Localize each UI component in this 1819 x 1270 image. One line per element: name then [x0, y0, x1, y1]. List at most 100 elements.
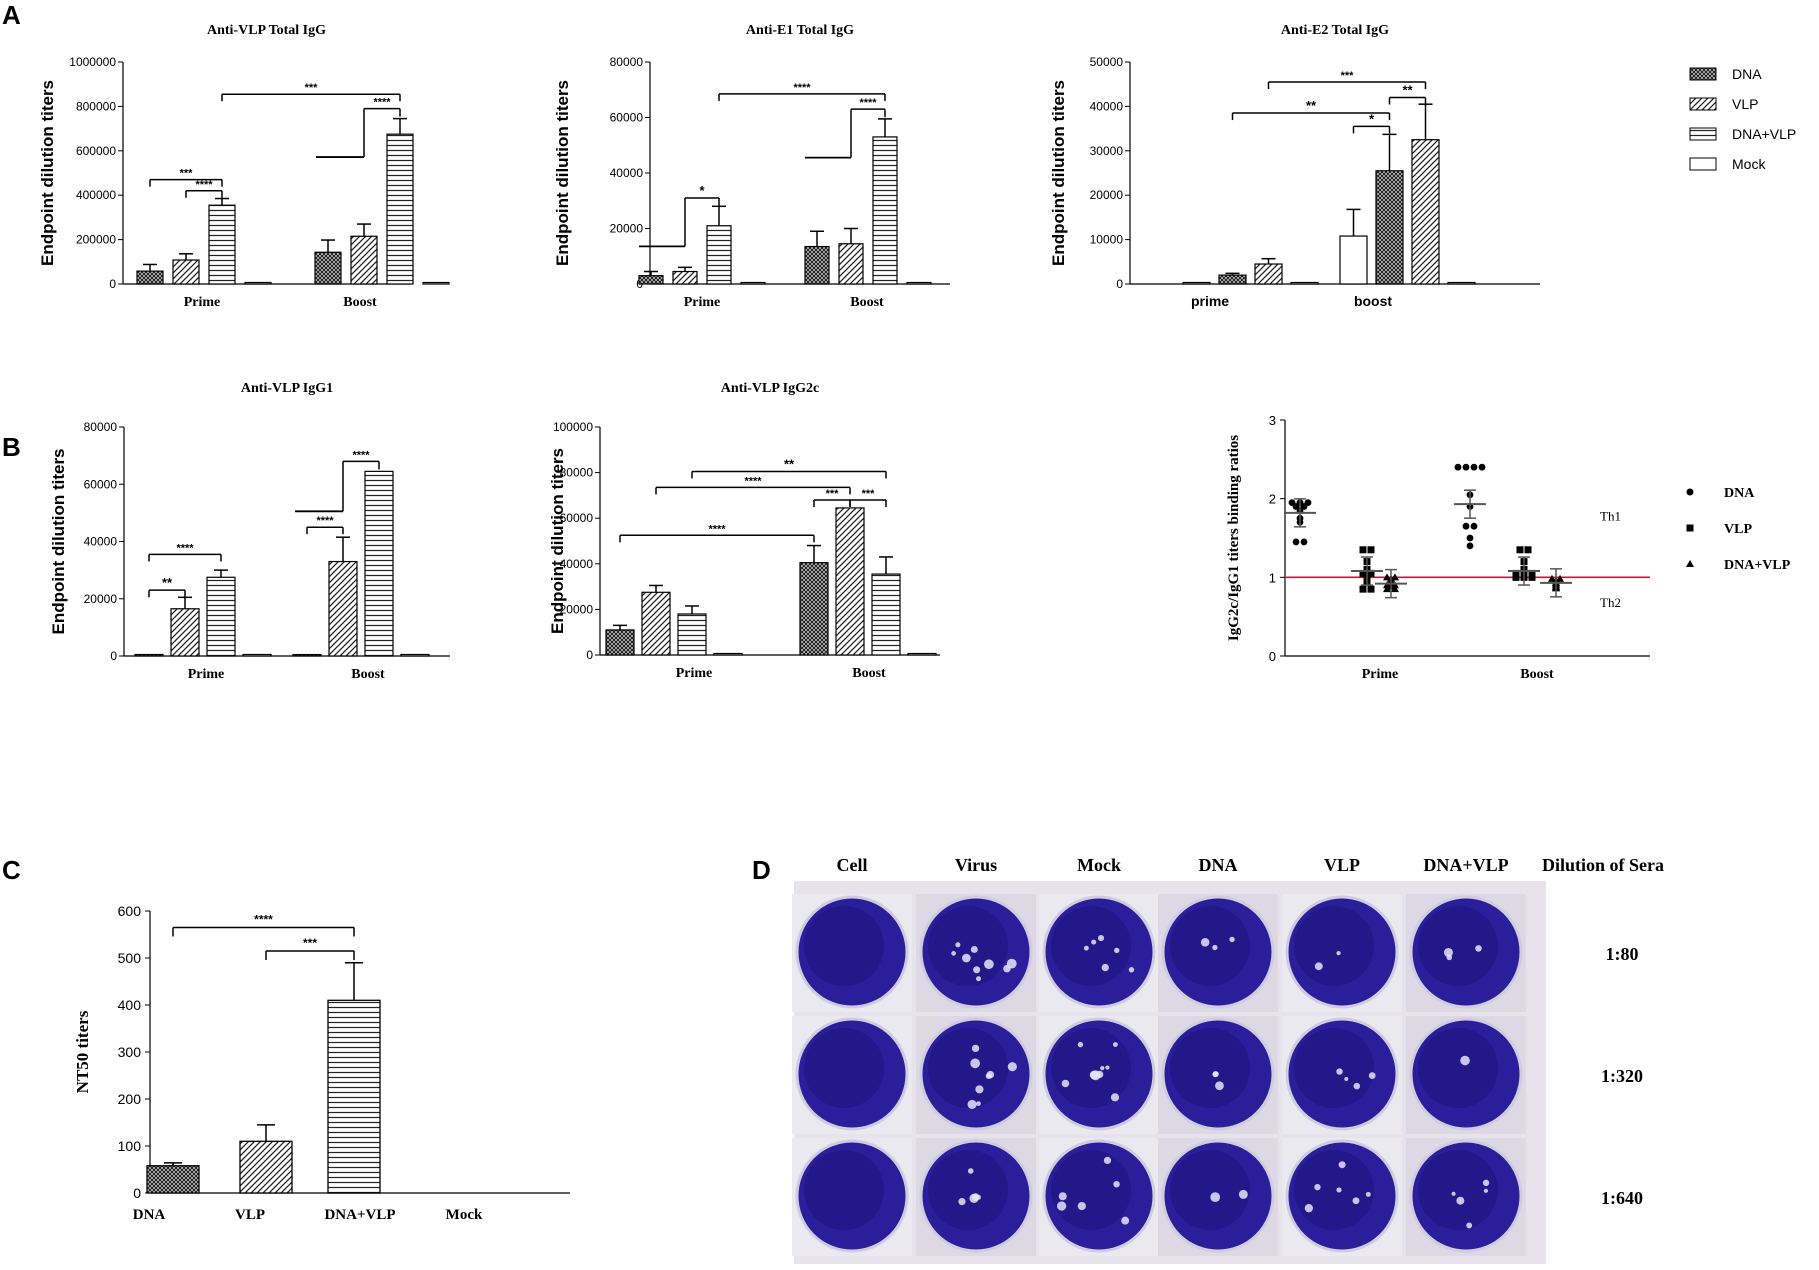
legend-swatch-mock: [1689, 157, 1717, 171]
plaque: [967, 1168, 974, 1174]
x-category-label: Prime: [676, 666, 713, 681]
bar-mock: [1339, 235, 1368, 285]
point-vlp: [1367, 569, 1375, 577]
y-tick-label: 600: [118, 903, 142, 919]
point-dna: [1454, 463, 1462, 471]
x-category-label: DNA: [133, 1207, 166, 1223]
bar-mock: [907, 652, 937, 656]
plaque: [970, 1058, 981, 1069]
bar-dna: [134, 653, 164, 657]
y-tick-label: 100: [118, 1138, 142, 1154]
significance-label: ***: [826, 488, 840, 500]
x-category-label: Prime: [1362, 667, 1399, 682]
plaque: [1061, 1079, 1070, 1088]
x-category-label: Prime: [684, 295, 721, 310]
plaque: [1091, 939, 1097, 945]
y-axis-label: NT50 titers: [73, 1010, 92, 1093]
chart-nt50-titers: NT50 titers 0 100 200 300 400 500 600 DNA VLP DNA+…: [73, 903, 570, 1223]
well-shade: [1170, 906, 1250, 986]
dilution-label: 1:640: [1601, 1188, 1643, 1208]
plaque: [1121, 1216, 1130, 1225]
significance-bracket: [148, 553, 222, 562]
y-tick-label: 500: [118, 950, 142, 966]
legend-label: Mock: [1732, 156, 1766, 172]
y-tick-label: 60000: [610, 111, 644, 125]
plaque: [986, 1070, 995, 1079]
plaque: [1083, 945, 1089, 951]
plaque: [975, 1085, 984, 1094]
y-axis-label: Endpoint dilution titers: [38, 80, 57, 266]
well-shade: [1294, 906, 1374, 986]
plaque: [973, 966, 981, 974]
well: [795, 895, 909, 1009]
well-shade: [1294, 1150, 1374, 1230]
plaque: [951, 951, 956, 956]
significance-label: ***: [303, 936, 317, 950]
bar-dna: [292, 653, 322, 657]
well-shade: [804, 1150, 884, 1230]
bar-mock: [713, 652, 743, 656]
chart-title: Anti-VLP IgG1: [241, 381, 333, 396]
significance-label: ***: [180, 168, 194, 180]
y-tick-label: 40000: [84, 535, 118, 549]
y-tick-label: 800000: [76, 99, 116, 113]
plaque: [1336, 950, 1341, 956]
plaque: [1304, 1203, 1314, 1213]
column-header: DNA+VLP: [1423, 855, 1508, 875]
plaque-assay-grid: Cell Virus Mock DNA VLP DNA+VLP Dilution of Se…: [792, 855, 1664, 1264]
x-category-label: Boost: [850, 295, 884, 310]
plaque: [1100, 1065, 1105, 1071]
column-header: Cell: [837, 855, 868, 875]
x-category-label: boost: [1354, 293, 1392, 309]
plaque: [1466, 1222, 1473, 1229]
panel-letter-b: B: [2, 432, 21, 462]
chart-anti-vlp-igg2c: Anti-VLP IgG2c Endpoint dilution titers 0 2…: [548, 381, 940, 681]
well: [1042, 895, 1156, 1009]
x-category-label: Boost: [852, 666, 886, 681]
significance-bracket: [849, 499, 887, 507]
y-tick-label: 100000: [553, 420, 593, 434]
y-axis-label: Endpoint dilution titers: [49, 448, 68, 634]
chart-igg2c-igg1-ratio: IgG2c/IgG1 titers binding ratios 0 1 2 3 Prim…: [1226, 413, 1650, 682]
significance-label: **: [1402, 83, 1413, 98]
y-tick-label: 2: [1269, 492, 1276, 507]
chart-title: Anti-E1 Total IgG: [746, 23, 854, 38]
y-tick-label: 20000: [1090, 188, 1124, 202]
legend-panel-a: DNA VLP DNA+VLP Mock: [1689, 66, 1796, 172]
plaque: [1112, 1042, 1118, 1047]
well-shade: [1294, 1028, 1374, 1108]
plaque: [970, 945, 978, 953]
bar-vlp: [350, 235, 378, 285]
significance-label: ***: [305, 82, 319, 94]
significance-label: ***: [1341, 70, 1355, 82]
bar-vlp: [835, 507, 865, 656]
significance-bracket: [295, 460, 380, 513]
well-shade: [928, 1028, 1008, 1108]
bar-vlp: [838, 243, 864, 285]
x-category-label: Mock: [446, 1207, 483, 1223]
significance-label: ****: [793, 82, 811, 94]
panel-letter-a: A: [2, 0, 21, 30]
y-tick-label: 300: [118, 1044, 142, 1060]
plaque: [958, 1197, 966, 1206]
well-shade: [1051, 906, 1131, 986]
significance-label: **: [784, 456, 795, 471]
y-axis-label: Endpoint dilution titers: [553, 80, 572, 266]
y-tick-label: 20000: [560, 602, 594, 616]
significance-bracket: [149, 178, 223, 187]
plaque: [1314, 962, 1323, 971]
plaque: [1101, 963, 1109, 972]
bar-mock: [740, 281, 766, 285]
chart-title: Anti-VLP Total IgG: [207, 23, 326, 38]
y-tick-label: 80000: [610, 55, 644, 69]
y-tick-label: 40000: [610, 166, 644, 180]
bar-dna-vlp: [364, 470, 394, 657]
plaque: [1056, 1201, 1067, 1211]
chart-anti-vlp-total-igg: Anti-VLP Total IgG Endpoint dilution tite…: [38, 23, 450, 310]
well: [919, 1017, 1033, 1131]
point-dna: [1292, 538, 1300, 546]
y-tick-label: 40000: [1090, 99, 1124, 113]
bar-vlp: [1254, 263, 1283, 285]
plaque: [971, 1193, 980, 1201]
plaque: [1451, 1191, 1456, 1196]
